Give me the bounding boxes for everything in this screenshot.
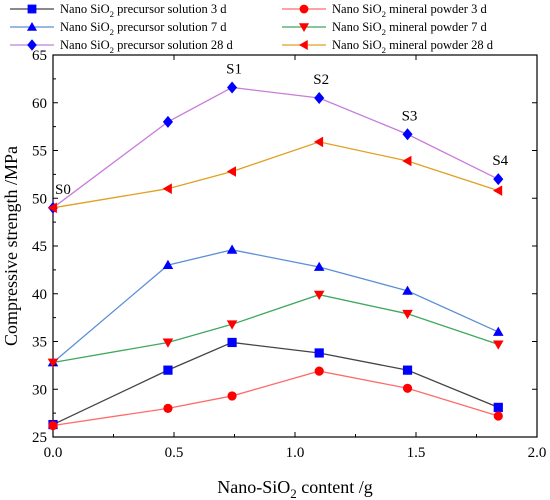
- series-line: [52, 249, 499, 364]
- data-point: [314, 91, 325, 104]
- point-label: S3: [402, 108, 418, 124]
- legend-item: Nano SiO2 precursor solution 7 d: [10, 20, 227, 37]
- data-point: [47, 202, 57, 214]
- data-point: [402, 128, 413, 141]
- legend-label: Nano SiO2 mineral powder 28 d: [332, 38, 494, 55]
- x-axis-title: Nano-SiO2 content /g: [217, 477, 372, 500]
- legend-marker: [27, 4, 37, 14]
- legend-label: Nano SiO2 precursor solution 3 d: [60, 2, 227, 19]
- y-tick-label: 35: [32, 335, 47, 351]
- y-axis: 25 30 35 40 45 50 55 60 65: [32, 48, 537, 446]
- y-tick-label: 45: [32, 239, 47, 255]
- y-tick-label: 50: [32, 191, 47, 207]
- data-point: [313, 136, 324, 148]
- y-tick-label: 30: [32, 382, 47, 398]
- series-3: [47, 244, 504, 367]
- plot-frame: [52, 54, 538, 438]
- data-point: [48, 420, 58, 431]
- point-label: S2: [313, 72, 329, 88]
- series-line: [52, 141, 499, 209]
- legend-label: Nano SiO2 precursor solution 7 d: [60, 20, 227, 37]
- data-point: [492, 326, 504, 336]
- data-point: [162, 183, 172, 194]
- data-point: [313, 261, 325, 271]
- data-point: [163, 403, 173, 413]
- data-point: [493, 402, 503, 412]
- x-axis: 0.0 0.5 1.0 1.5 2.0: [44, 55, 547, 461]
- data-point: [162, 259, 174, 270]
- x-tick-label: 1.0: [286, 445, 305, 461]
- y-tick-label: 25: [32, 430, 47, 446]
- legend-label: Nano SiO2 mineral powder 3 d: [332, 2, 487, 19]
- legend-label: Nano SiO2 precursor solution 28 d: [60, 38, 234, 55]
- series-5: [47, 81, 504, 214]
- data-point: [163, 365, 173, 375]
- legend-marker: [298, 23, 310, 33]
- series-line: [52, 294, 499, 364]
- x-tick-label: 0.5: [165, 445, 184, 461]
- y-tick-label: 65: [32, 48, 47, 64]
- data-point: [162, 115, 174, 128]
- series-line: [52, 370, 499, 427]
- point-label: S4: [492, 153, 508, 169]
- x-tick-label: 1.5: [407, 445, 426, 461]
- legend-label: Nano SiO2 mineral powder 7 d: [332, 20, 487, 37]
- legend-marker: [26, 21, 38, 31]
- data-point: [402, 309, 413, 320]
- data-point: [227, 81, 238, 94]
- y-tick-label: 60: [32, 96, 47, 112]
- data-point: [493, 411, 503, 421]
- series-2: [48, 366, 503, 431]
- y-tick-label: 55: [32, 144, 47, 160]
- point-label: S1: [226, 61, 242, 77]
- data-point: [313, 290, 325, 300]
- data-point: [402, 383, 413, 393]
- data-point: [314, 348, 324, 358]
- y-axis-title: Compressive strength /MPa: [1, 146, 21, 346]
- y-tick-label: 40: [32, 287, 47, 303]
- x-tick-label: 2.0: [528, 445, 547, 461]
- plot-area: [47, 54, 538, 438]
- series-line: [52, 86, 499, 209]
- legend-marker: [299, 4, 309, 14]
- point-labels: S0 S1 S2 S3 S4: [55, 61, 509, 197]
- data-point: [492, 185, 503, 196]
- data-point: [314, 366, 324, 376]
- data-point: [226, 244, 238, 254]
- point-label: S0: [55, 182, 71, 198]
- data-point: [226, 320, 238, 330]
- legend-marker: [298, 39, 308, 51]
- data-point: [402, 365, 413, 375]
- data-point: [227, 391, 237, 401]
- legend-item: Nano SiO2 mineral powder 3 d: [282, 2, 487, 19]
- series-6: [47, 136, 503, 214]
- data-point: [402, 155, 412, 167]
- series-line: [52, 341, 499, 426]
- legend-item: Nano SiO2 mineral powder 7 d: [282, 20, 487, 37]
- legend-marker: [27, 39, 37, 51]
- data-point: [162, 338, 174, 348]
- x-tick-label: 0.0: [44, 445, 63, 461]
- legend: Nano SiO2 precursor solution 3 d Nano SiO…: [10, 2, 494, 55]
- data-point: [47, 358, 59, 368]
- legend-item: Nano SiO2 precursor solution 28 d: [10, 38, 234, 55]
- data-point: [402, 285, 413, 295]
- data-point: [492, 340, 504, 350]
- data-point: [493, 173, 504, 186]
- series-4: [47, 290, 504, 368]
- legend-item: Nano SiO2 mineral powder 28 d: [282, 38, 494, 55]
- data-point: [226, 166, 236, 177]
- legend-item: Nano SiO2 precursor solution 3 d: [10, 2, 227, 19]
- data-point: [227, 337, 237, 348]
